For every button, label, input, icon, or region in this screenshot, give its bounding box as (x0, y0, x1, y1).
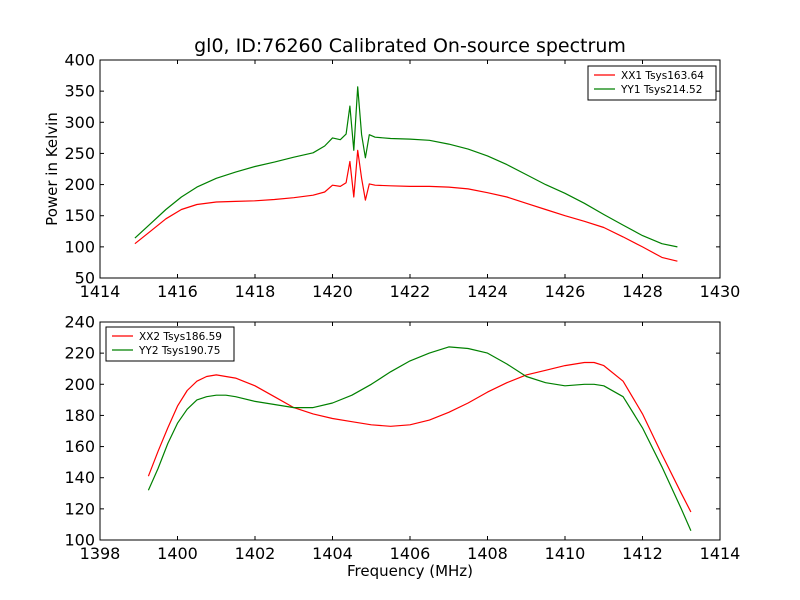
y-tick-label: 240 (64, 313, 95, 332)
x-tick-label: 1410 (545, 544, 586, 563)
legend-label: YY2 Tsys190.75 (138, 345, 220, 357)
y-tick-label: 200 (64, 375, 95, 394)
x-axis-label: Frequency (MHz) (347, 562, 473, 580)
x-tick-label: 1416 (157, 282, 198, 301)
subplot-2: 1398 1400 1402 1404 1406 1408 1410 1412 1414 100 1… (64, 313, 740, 581)
y-tick-label: 180 (64, 406, 95, 425)
x-tick-label: 1422 (390, 282, 431, 301)
x-tick-label: 1426 (545, 282, 586, 301)
x-tick-label: 1400 (157, 544, 198, 563)
x-tick-label: 1406 (390, 544, 431, 563)
series-line-yy2 (147, 346, 692, 531)
legend: XX2 Tsys186.59 YY2 Tsys190.75 (105, 326, 235, 362)
legend-box (587, 65, 717, 101)
y-tick-label: 100 (64, 237, 95, 256)
series-line-xx2 (147, 361, 692, 513)
y-tick-label: 160 (64, 437, 95, 456)
legend: XX1 Tsys163.64 YY1 Tsys214.52 (587, 65, 717, 101)
x-tick-label: 1408 (467, 544, 508, 563)
x-tick-label: 1418 (235, 282, 276, 301)
y-tick-label: 200 (64, 175, 95, 194)
x-tick-label: 1412 (622, 544, 663, 563)
y-tick-label: 400 (64, 51, 95, 70)
y-tick-label: 150 (64, 206, 95, 225)
x-tick-label: 1428 (622, 282, 663, 301)
x-tick-label: 1430 (700, 282, 741, 301)
legend-label: XX2 Tsys186.59 (139, 331, 222, 343)
x-tick-label: 1414 (700, 544, 741, 563)
x-tick-label: 1414 (80, 282, 121, 301)
legend-label: XX1 Tsys163.64 (621, 70, 704, 82)
x-tick-label: 1402 (235, 544, 276, 563)
y-tick-label: 300 (64, 113, 95, 132)
series-line-xx1 (134, 149, 678, 262)
x-tick-label: 1420 (312, 282, 353, 301)
y-tick-label: 350 (64, 82, 95, 101)
legend-label: YY1 Tsys214.52 (620, 84, 702, 96)
y-tick-label: 120 (64, 499, 95, 518)
y-tick-label: 220 (64, 344, 95, 363)
y-tick-label: 250 (64, 144, 95, 163)
x-tick-label: 1404 (312, 544, 353, 563)
x-tick-label: 1424 (467, 282, 508, 301)
series-line-yy1 (134, 86, 678, 248)
y-tick-label: 140 (64, 468, 95, 487)
y-tick-label: 50 (75, 269, 95, 288)
subplot-1: 1414 1416 1418 1420 1422 1424 1426 1428 1430 50 10… (43, 35, 740, 301)
y-axis-label: Power in Kelvin (43, 112, 61, 226)
y-tick-label: 100 (64, 531, 95, 550)
chart-title: gl0, ID:76260 Calibrated On-source spect… (194, 35, 626, 57)
x-tick-label: 1398 (80, 544, 121, 563)
legend-box (105, 326, 235, 362)
